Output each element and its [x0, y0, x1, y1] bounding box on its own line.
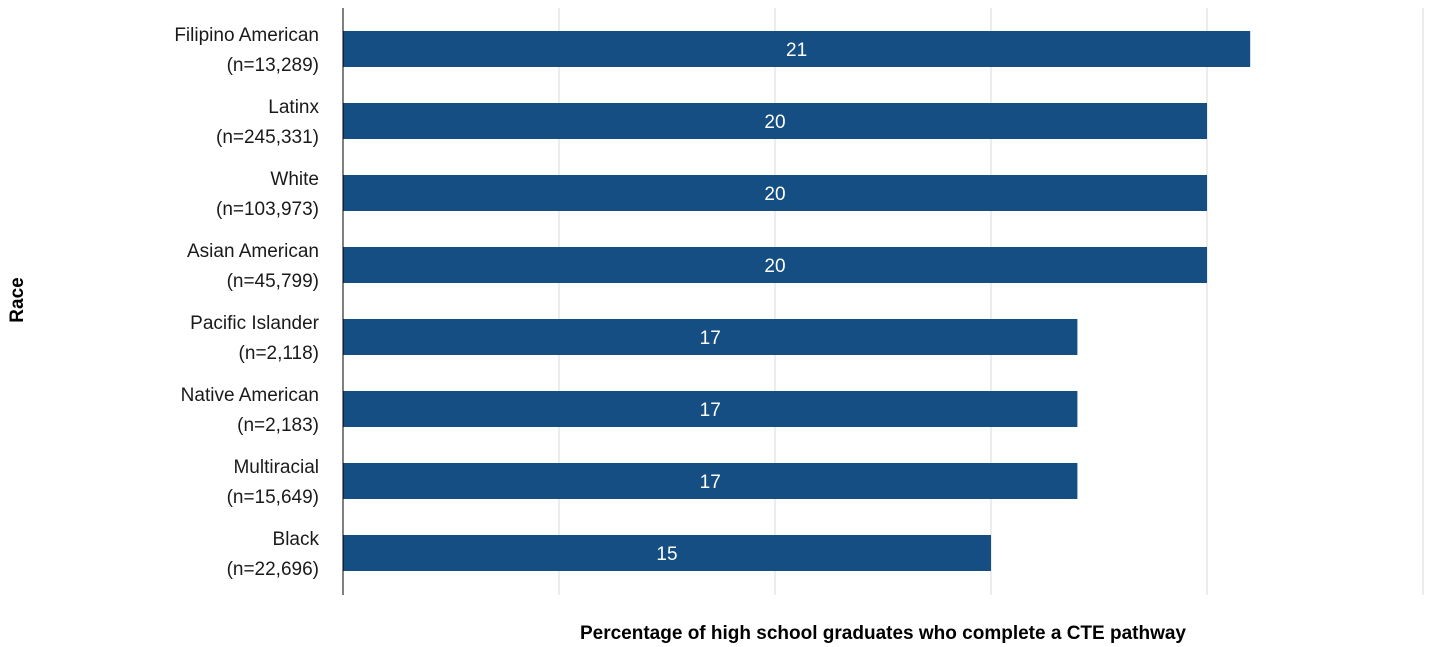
bar: [343, 31, 1251, 67]
bar: [343, 463, 1078, 499]
category-label: (n=13,289): [227, 55, 319, 76]
category-label: (n=2,118): [239, 343, 319, 364]
category-label: Asian American: [187, 241, 319, 262]
bar: [343, 535, 991, 571]
category-label: (n=22,696): [227, 559, 319, 580]
bar: [343, 319, 1078, 355]
gridlines: [558, 8, 1424, 595]
category-label: (n=103,973): [216, 199, 319, 220]
bar-value-label: 20: [764, 112, 785, 133]
bars: 21 20 20 20 17 17 17 15: [343, 31, 1251, 571]
category-label: (n=245,331): [216, 127, 319, 148]
bar-value-label: 21: [786, 40, 807, 61]
category-label: Pacific Islander: [190, 313, 320, 334]
bar: [343, 391, 1078, 427]
category-label: Native American: [181, 385, 319, 406]
category-labels: Filipino American (n=13,289) Latinx (n=245,…: [174, 25, 319, 580]
category-label: Black: [273, 529, 320, 550]
bar-value-label: 17: [700, 472, 721, 493]
category-label: Multiracial: [233, 457, 319, 478]
category-label: White: [270, 169, 319, 190]
x-axis-title: Percentage of high school graduates who …: [580, 623, 1186, 644]
bar-value-label: 17: [700, 328, 721, 349]
category-label: Filipino American: [174, 25, 319, 46]
bar-value-label: 17: [700, 400, 721, 421]
bar-value-label: 15: [656, 544, 677, 565]
bar: [343, 247, 1207, 283]
bar-value-label: 20: [764, 256, 785, 277]
bar: [343, 175, 1207, 211]
y-axis-title: Race: [7, 277, 28, 322]
category-label: (n=2,183): [237, 415, 319, 436]
bar: [343, 103, 1207, 139]
category-label: (n=15,649): [227, 487, 319, 508]
bar-value-label: 20: [764, 184, 785, 205]
category-label: Latinx: [268, 97, 319, 118]
category-label: (n=45,799): [227, 271, 319, 292]
